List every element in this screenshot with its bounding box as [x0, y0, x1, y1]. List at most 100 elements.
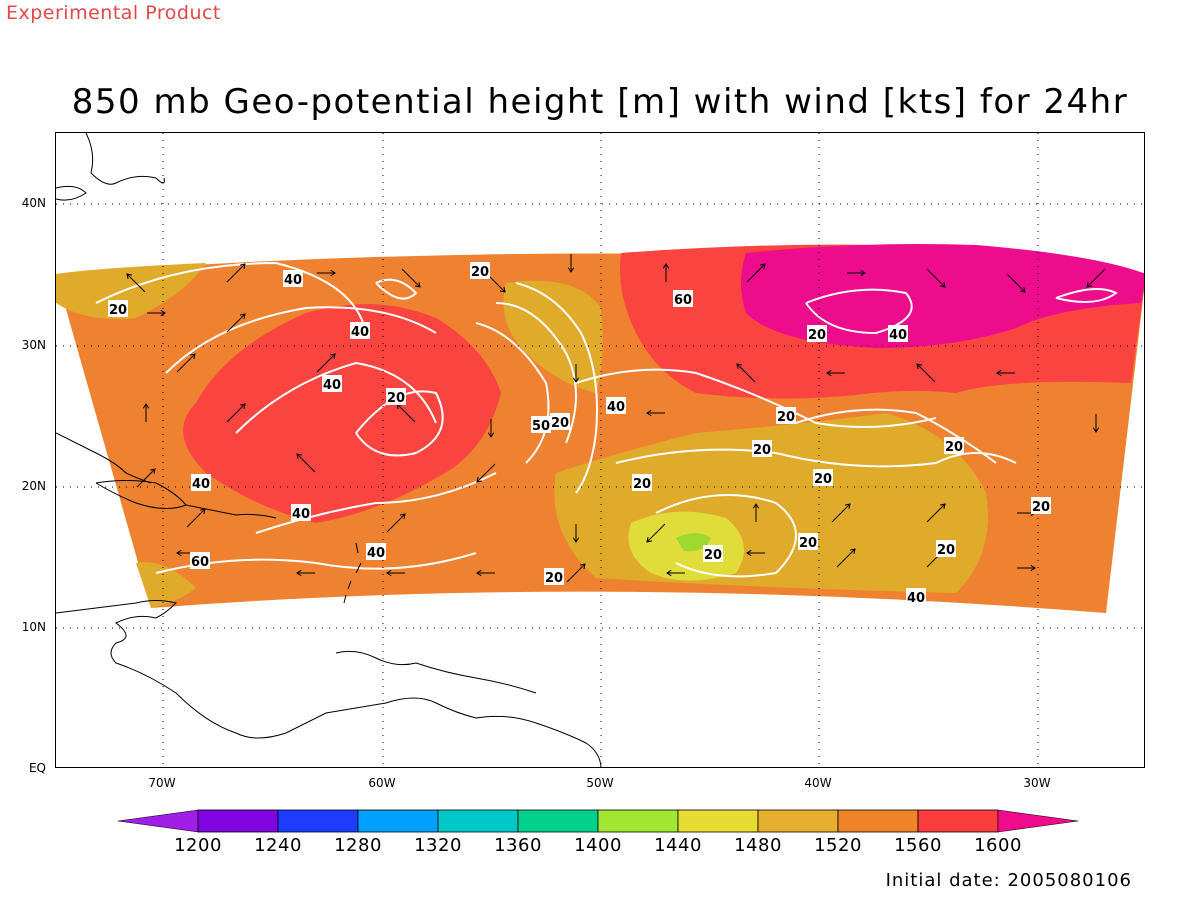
colorbar-swatch [997, 809, 1079, 833]
contour-label: 50 [531, 416, 551, 434]
contour-label: 20 [108, 300, 128, 318]
contour-label-text: 40 [284, 273, 302, 288]
contour-label-text: 20 [937, 543, 955, 558]
colorbar-swatch [837, 809, 919, 833]
contour-label: 20 [936, 540, 956, 558]
contour-label-text: 20 [753, 443, 771, 458]
contour-label: 20 [807, 325, 827, 343]
wind-arrow [386, 513, 406, 533]
contour-label: 20 [813, 469, 833, 487]
contour-label-text: 20 [109, 303, 127, 318]
wind-arrow-head [200, 508, 206, 514]
contour-label: 60 [673, 290, 693, 308]
colorbar-swatch [597, 809, 679, 833]
colorbar-swatch [277, 809, 359, 833]
contour-label-text: 20 [808, 328, 826, 343]
wind-arrow-head [666, 569, 672, 577]
wind-arrow-head [487, 432, 495, 438]
wind-arrow-head [646, 409, 652, 417]
wind-arrow-head [850, 548, 856, 554]
wind-arrow-head [736, 363, 742, 369]
wind-arrow-head [500, 287, 506, 293]
contour-label-text: 20 [471, 265, 489, 280]
wind-arrow-head [190, 353, 196, 359]
wind-arrow-head [760, 263, 766, 269]
wind-arrow [296, 453, 316, 473]
height-region-1480-sw [136, 562, 196, 608]
wind-arrow-head [330, 353, 336, 359]
wind-arrow [316, 353, 336, 373]
wind-arrow [136, 468, 156, 488]
wind-arrow [1006, 273, 1026, 293]
contour-label: 40 [322, 375, 342, 393]
colorbar-label: 1560 [894, 835, 942, 856]
contour-label-text: 20 [799, 536, 817, 551]
contour-label: 40 [283, 270, 303, 288]
wind-arrow [126, 273, 146, 293]
wind-arrow-head [940, 503, 946, 509]
colorbar [118, 809, 1079, 833]
wind-arrow-head [150, 468, 156, 474]
height-region-1480-center [503, 280, 603, 393]
wind-arrow [566, 563, 586, 583]
wind-arrow-head [160, 309, 166, 317]
lat-label-40n: 40N [21, 196, 46, 210]
wind-arrow-head [1086, 282, 1092, 288]
wind-arrow-head [240, 263, 246, 269]
contour-lines [95, 261, 1118, 578]
experimental-product-note: Experimental Product [6, 2, 221, 24]
contour-label: 20 [776, 407, 796, 425]
lat-label-20n: 20N [21, 479, 46, 493]
colorbar-label: 1320 [414, 835, 462, 856]
wind-arrow-head [826, 369, 832, 377]
contour-label: 20 [798, 533, 818, 551]
lat-label-eq: EQ [28, 761, 46, 775]
contour-label: 20 [544, 568, 564, 586]
wind-arrow [186, 508, 206, 528]
contour-label: 20 [550, 413, 570, 431]
colorbar-label: 1520 [814, 835, 862, 856]
colorbar-swatch [197, 809, 279, 833]
map-canvas: 2040404020206050204020404060402020204020… [56, 133, 1144, 767]
height-region-1600 [741, 244, 1144, 348]
wind-arrow-head [567, 267, 575, 273]
contour-label-text: 40 [367, 546, 385, 561]
wind-arrow-head [415, 282, 421, 288]
wind-arrow [176, 353, 196, 373]
contour-label-text: 20 [945, 440, 963, 455]
height-region-1560-west [183, 304, 501, 523]
wind-arrow [646, 523, 666, 543]
colorbar-label: 1400 [574, 835, 622, 856]
wind-arrow-head [176, 549, 182, 557]
colorbar-swatch [517, 809, 599, 833]
wind-arrow-head [476, 569, 482, 577]
wind-arrow-head [916, 363, 922, 369]
contour-label-text: 20 [704, 548, 722, 563]
contour-label: 60 [190, 552, 210, 570]
wind-arrow-head [572, 537, 580, 543]
contour-label: 20 [703, 545, 723, 563]
wind-arrow-head [1092, 427, 1100, 433]
wind-arrow-head [996, 369, 1002, 377]
wind-arrow [831, 503, 851, 523]
contour-label: 40 [291, 504, 311, 522]
wind-arrow [916, 363, 936, 383]
lon-label-50w: 50W [586, 776, 614, 790]
wind-arrow-head [646, 537, 652, 543]
wind-arrow-head [386, 569, 392, 577]
contour-label-text: 50 [532, 419, 550, 434]
wind-arrow-head [940, 282, 946, 288]
wind-arrow [401, 268, 421, 288]
colorbar-swatch [917, 809, 999, 833]
contour-label-text: 40 [323, 378, 341, 393]
contour-label-text: 20 [1032, 500, 1050, 515]
height-region-1400 [676, 533, 711, 552]
contour-labels: 2040404020206050204020404060402020204020… [108, 262, 1051, 606]
contour-label-text: 60 [674, 293, 692, 308]
contour-label-text: 40 [192, 477, 210, 492]
contour-label: 40 [888, 325, 908, 343]
coastlines [56, 133, 602, 767]
contour-label: 20 [1031, 497, 1051, 515]
contour-label-text: 40 [607, 400, 625, 415]
wind-arrow [926, 268, 946, 288]
